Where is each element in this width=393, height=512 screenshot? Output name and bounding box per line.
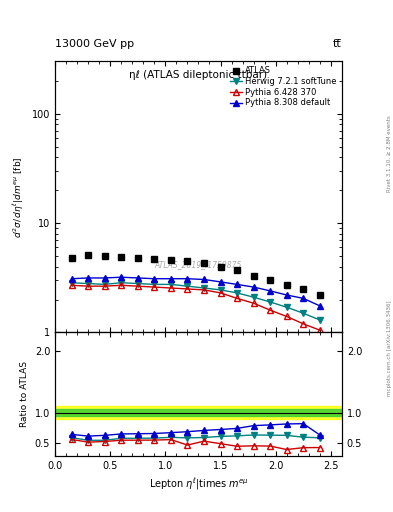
Pythia 8.308 default <box>86 275 90 281</box>
Herwig 7.2.1 softTune <box>202 285 206 291</box>
Herwig 7.2.1 softTune <box>251 294 256 301</box>
Text: ATLAS_2019_I1759875: ATLAS_2019_I1759875 <box>155 260 242 269</box>
Pythia 6.428 370 <box>318 327 322 333</box>
Herwig 7.2.1 softTune <box>235 290 239 296</box>
Herwig 7.2.1 softTune <box>136 281 140 287</box>
Pythia 6.428 370 <box>86 283 90 289</box>
Herwig 7.2.1 softTune <box>169 281 173 287</box>
ATLAS <box>285 282 289 288</box>
Pythia 8.308 default <box>301 295 306 302</box>
ATLAS <box>235 267 239 273</box>
Pythia 6.428 370 <box>136 283 140 289</box>
Y-axis label: Ratio to ATLAS: Ratio to ATLAS <box>20 361 29 427</box>
Pythia 6.428 370 <box>102 283 107 289</box>
Pythia 8.308 default <box>119 274 123 280</box>
Pythia 8.308 default <box>218 279 223 285</box>
ATLAS <box>69 255 74 261</box>
Pythia 6.428 370 <box>301 321 306 327</box>
Pythia 8.308 default <box>102 275 107 281</box>
ATLAS <box>102 253 107 259</box>
Line: Herwig 7.2.1 softTune: Herwig 7.2.1 softTune <box>69 280 323 323</box>
Herwig 7.2.1 softTune <box>86 281 90 287</box>
Herwig 7.2.1 softTune <box>152 281 157 287</box>
Pythia 6.428 370 <box>169 285 173 291</box>
Text: 13000 GeV pp: 13000 GeV pp <box>55 38 134 49</box>
X-axis label: Lepton $\eta^\ell|\mathrm{times}\;m^{e\mu}$: Lepton $\eta^\ell|\mathrm{times}\;m^{e\m… <box>149 476 248 492</box>
Herwig 7.2.1 softTune <box>102 281 107 287</box>
ATLAS <box>268 277 273 283</box>
Herwig 7.2.1 softTune <box>318 317 322 323</box>
Pythia 6.428 370 <box>69 282 74 288</box>
ATLAS <box>136 255 140 261</box>
Herwig 7.2.1 softTune <box>119 280 123 286</box>
Line: Pythia 8.308 default: Pythia 8.308 default <box>69 274 323 309</box>
Herwig 7.2.1 softTune <box>218 287 223 293</box>
Legend: ATLAS, Herwig 7.2.1 softTune, Pythia 6.428 370, Pythia 8.308 default: ATLAS, Herwig 7.2.1 softTune, Pythia 6.4… <box>226 63 340 111</box>
Herwig 7.2.1 softTune <box>185 283 190 289</box>
Herwig 7.2.1 softTune <box>301 310 306 316</box>
Bar <box>55 410 342 416</box>
Pythia 6.428 370 <box>202 287 206 293</box>
Pythia 8.308 default <box>235 281 239 287</box>
Herwig 7.2.1 softTune <box>268 299 273 305</box>
ATLAS <box>86 252 90 258</box>
Pythia 6.428 370 <box>152 284 157 290</box>
Pythia 6.428 370 <box>268 307 273 313</box>
Herwig 7.2.1 softTune <box>285 304 289 310</box>
Pythia 6.428 370 <box>285 313 289 319</box>
Pythia 8.308 default <box>251 284 256 290</box>
ATLAS <box>218 264 223 270</box>
Pythia 6.428 370 <box>185 286 190 292</box>
Pythia 6.428 370 <box>235 295 239 302</box>
Pythia 8.308 default <box>69 275 74 282</box>
Pythia 8.308 default <box>136 275 140 281</box>
Text: Rivet 3.1.10, ≥ 2.8M events: Rivet 3.1.10, ≥ 2.8M events <box>387 115 391 192</box>
ATLAS <box>251 273 256 279</box>
Text: tt̅: tt̅ <box>333 38 342 49</box>
Pythia 8.308 default <box>318 303 322 309</box>
Y-axis label: $d^2\sigma/\,d\eta^\ell|dm^{e\mu}$ [fb]: $d^2\sigma/\,d\eta^\ell|dm^{e\mu}$ [fb] <box>12 156 26 238</box>
Text: ηℓ (ATLAS dileptonic ttbar): ηℓ (ATLAS dileptonic ttbar) <box>129 70 268 79</box>
Bar <box>55 407 342 419</box>
Pythia 8.308 default <box>152 275 157 282</box>
Pythia 8.308 default <box>268 288 273 294</box>
Pythia 8.308 default <box>285 292 289 298</box>
Pythia 6.428 370 <box>119 282 123 288</box>
Herwig 7.2.1 softTune <box>69 280 74 286</box>
ATLAS <box>185 258 190 264</box>
Text: mcplots.cern.ch [arXiv:1306.3436]: mcplots.cern.ch [arXiv:1306.3436] <box>387 301 391 396</box>
ATLAS <box>301 286 306 292</box>
ATLAS <box>318 292 322 298</box>
ATLAS <box>169 257 173 263</box>
Line: ATLAS: ATLAS <box>68 251 323 298</box>
ATLAS <box>202 260 206 266</box>
Pythia 8.308 default <box>185 275 190 282</box>
ATLAS <box>152 256 157 262</box>
Pythia 6.428 370 <box>218 290 223 296</box>
Pythia 6.428 370 <box>251 300 256 306</box>
ATLAS <box>119 254 123 260</box>
Pythia 8.308 default <box>169 275 173 282</box>
Pythia 8.308 default <box>202 276 206 283</box>
Line: Pythia 6.428 370: Pythia 6.428 370 <box>69 283 323 333</box>
